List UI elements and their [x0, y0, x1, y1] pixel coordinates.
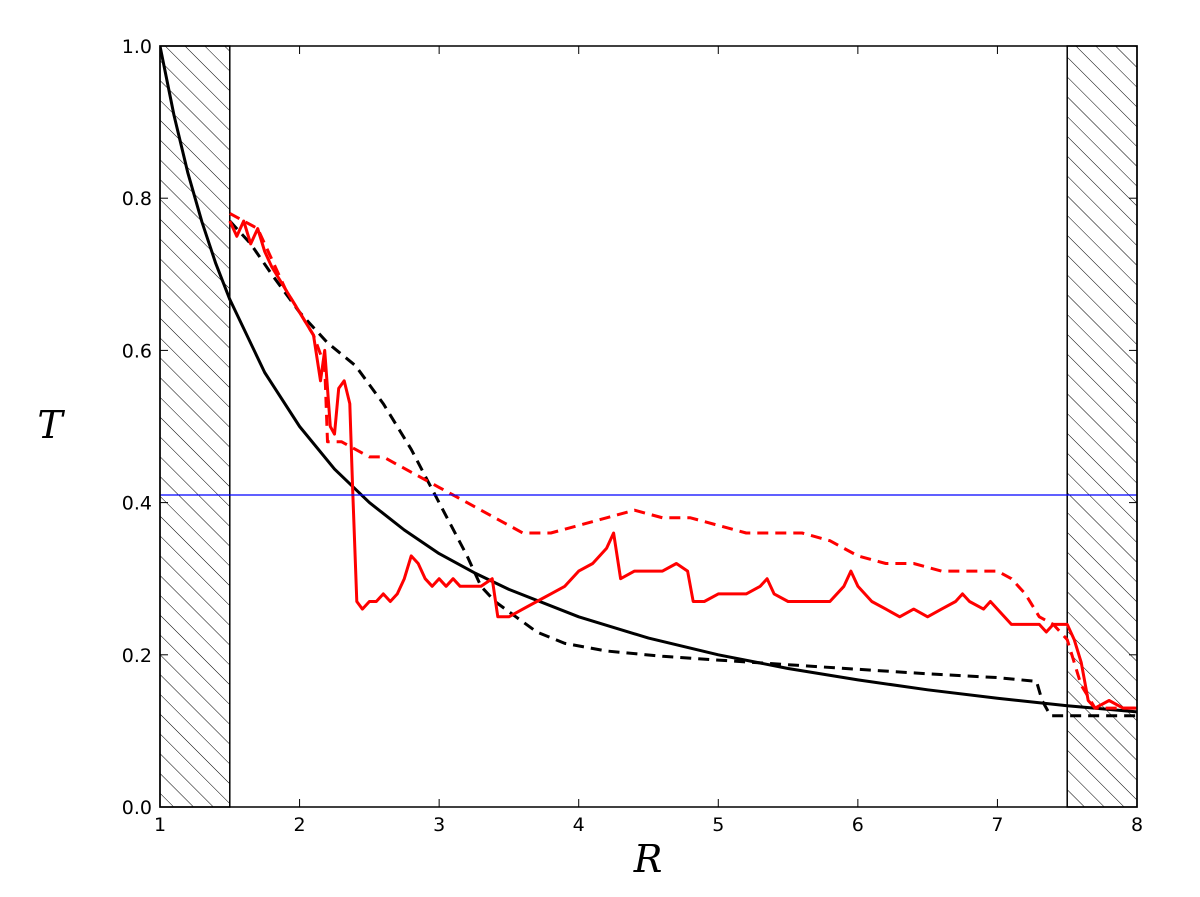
x-tick-label: 8	[1131, 814, 1143, 836]
y-tick-label: 0.0	[122, 797, 152, 819]
y-tick-label: 1.0	[122, 36, 152, 58]
x-tick-label: 1	[154, 814, 166, 836]
series-line-4	[229, 212, 1137, 710]
x-tick-label: 2	[294, 814, 306, 836]
series-line-2	[228, 219, 1137, 718]
x-tick-label: 3	[433, 814, 445, 836]
y-tick-label: 0.6	[122, 340, 152, 362]
y-axis-label: T	[37, 403, 65, 447]
x-tick-label: 5	[712, 814, 724, 836]
hatched-region-1	[159, 45, 231, 808]
series-line-3	[228, 219, 1137, 710]
y-tick-label: 0.2	[122, 645, 152, 667]
plot-frame	[159, 45, 1138, 808]
series-line-1	[160, 46, 1137, 714]
x-tick-label: 4	[573, 814, 585, 836]
hatched-region-2	[1066, 45, 1138, 808]
x-tick-label: 6	[852, 814, 864, 836]
x-tick-label: 7	[991, 814, 1003, 836]
series-layer	[160, 46, 1137, 718]
axis-ticks: 1 2 3 4 5 6 7 8 0.0 0.2 0.4 0.6 0.8 1.0	[122, 36, 1143, 836]
y-tick-label: 0.4	[122, 493, 152, 515]
x-axis-label: R	[633, 837, 663, 881]
y-tick-label: 0.8	[122, 188, 152, 210]
hatched-regions	[159, 45, 1138, 808]
